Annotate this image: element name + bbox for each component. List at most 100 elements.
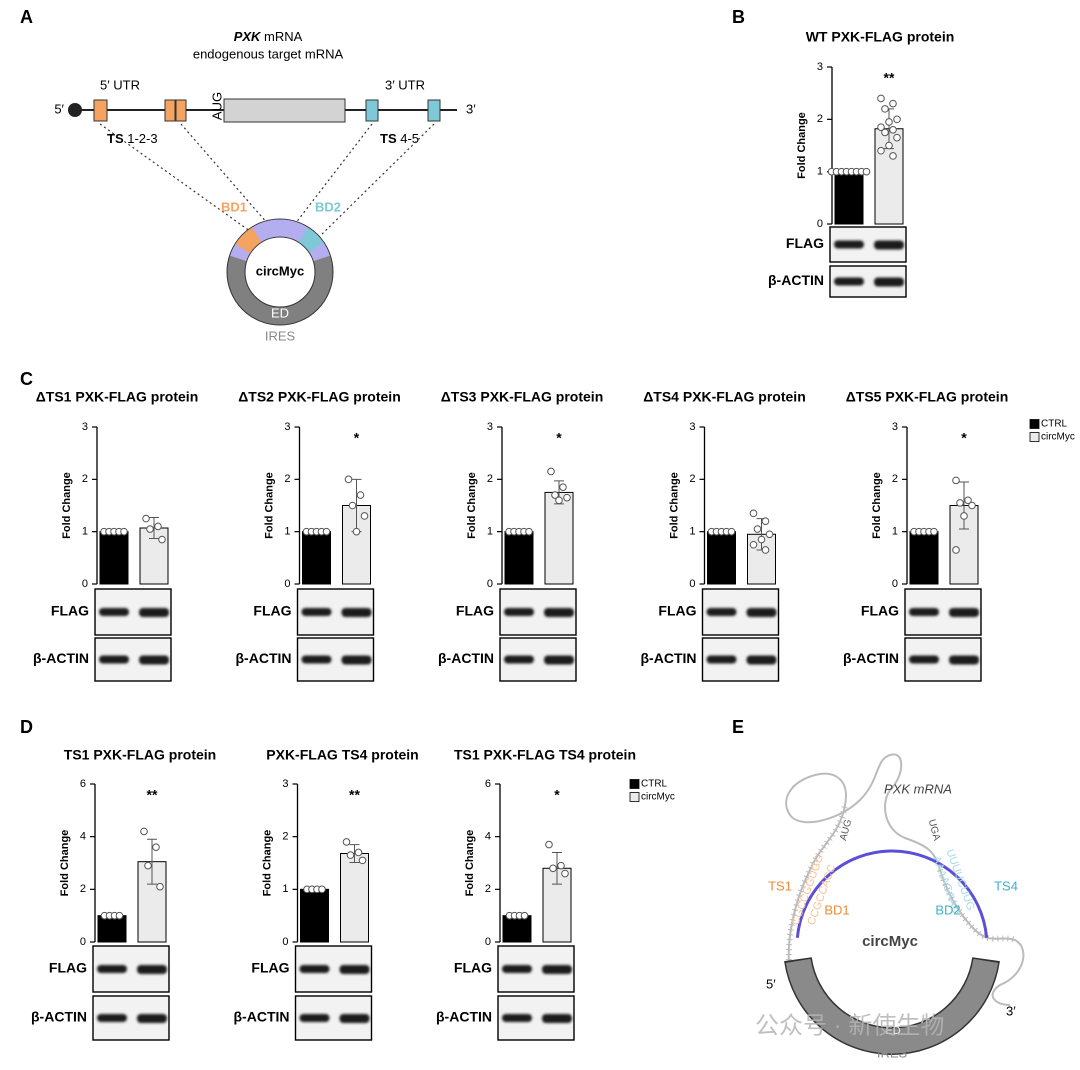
error-bar	[959, 481, 969, 530]
data-point	[344, 475, 353, 484]
blot-band	[97, 1014, 127, 1022]
ts-label: TS1	[768, 878, 792, 893]
data-point	[561, 869, 569, 878]
y-axis-label: Fold Change	[261, 830, 273, 897]
y-axis-label: Fold Change	[263, 472, 275, 539]
target-site	[427, 99, 441, 122]
chart-title: PXK-FLAG TS4 protein	[266, 747, 418, 763]
bar	[340, 853, 369, 943]
panel-label: A	[20, 7, 33, 27]
blot-band	[746, 608, 777, 617]
blot-label: β-ACTIN	[843, 650, 899, 666]
data-point	[964, 496, 972, 505]
gene-name: PXK	[234, 29, 262, 44]
blot-band	[834, 277, 864, 286]
bar-chart: ΔTS1 PXK-FLAG protein 0 1 2 3 Fold Change FLAG…	[33, 389, 198, 682]
data-point	[563, 493, 571, 502]
ts-numbers: 1-2-3	[124, 131, 158, 146]
bd-label: BD2	[315, 199, 341, 214]
y-tick-label: 0	[82, 578, 88, 590]
y-tick-label: 0	[689, 578, 695, 590]
data-point	[952, 476, 960, 485]
end-label: 5′	[766, 976, 776, 991]
data-point	[749, 509, 758, 518]
blot-band	[502, 965, 532, 973]
y-tick-label: 2	[485, 883, 491, 895]
blot-band	[301, 608, 332, 616]
y-tick-label: 3	[817, 61, 823, 73]
panel-label: C	[20, 369, 33, 389]
error-bar	[149, 517, 159, 539]
diagram-a: PXK mRNA endogenous target mRNA 5′ UTR 3…	[54, 29, 476, 343]
y-axis-label: Fold Change	[464, 830, 476, 897]
y-tick-label: 2	[282, 831, 288, 843]
ts-bold: TS	[107, 131, 124, 146]
error-bar	[552, 851, 562, 885]
y-tick-label: 2	[817, 113, 823, 125]
blot-band	[341, 655, 372, 665]
bar-chart: ΔTS2 PXK-FLAG protein 0 1 2 3 Fold Change * FLA…	[236, 389, 401, 682]
data-point	[862, 167, 871, 176]
bar-chart: TS1 PXK-FLAG TS4 protein 0 2 4 6 Fold Change *…	[436, 747, 636, 1041]
data-point	[551, 491, 559, 499]
y-tick-label: 0	[487, 578, 493, 590]
bd-label: BD1	[221, 199, 247, 214]
ring-ed	[785, 958, 999, 1054]
y-tick-label: 1	[892, 526, 898, 538]
ts-numbers: 4-5	[397, 131, 419, 146]
significance: *	[556, 430, 562, 446]
bar	[302, 531, 331, 585]
chart-title: ΔTS4 PXK-FLAG protein	[643, 389, 806, 405]
bar-chart: ΔTS4 PXK-FLAG protein 0 1 2 3 Fold Change FLAG…	[641, 389, 806, 682]
y-tick-label: 0	[817, 218, 823, 230]
end-label: 5′	[54, 101, 64, 116]
legend-swatch	[1029, 419, 1040, 429]
data-point	[956, 499, 964, 507]
chart-title: ΔTS2 PXK-FLAG protein	[238, 389, 401, 405]
ires-label: IRES	[265, 328, 296, 343]
data-point	[557, 861, 565, 870]
legend-swatch	[1029, 432, 1040, 442]
blot-band	[542, 1014, 572, 1023]
blot-label: FLAG	[454, 960, 492, 976]
data-point	[356, 491, 365, 499]
blot-band	[706, 655, 737, 664]
ts-bold: TS	[380, 131, 397, 146]
panel-label: E	[732, 717, 744, 737]
ring-bd1	[235, 227, 262, 254]
cap	[68, 103, 82, 117]
data-point	[354, 848, 363, 857]
data-point	[753, 525, 762, 533]
y-tick-label: 0	[282, 936, 288, 948]
bar	[97, 915, 127, 943]
ring-bd2	[298, 227, 324, 253]
blot-band	[502, 1014, 532, 1022]
data-point	[727, 527, 736, 536]
blot-label: β-ACTIN	[641, 650, 697, 666]
data-point	[152, 843, 160, 852]
blot-band	[139, 655, 169, 665]
ts-label: TS 4-5	[380, 131, 419, 146]
chart-title: ΔTS3 PXK-FLAG protein	[441, 389, 604, 405]
significance: *	[961, 430, 967, 446]
cds	[223, 98, 346, 123]
blot-band	[874, 240, 904, 250]
data-point	[520, 911, 529, 920]
ires-label: IRES	[877, 1045, 908, 1060]
legend-label: circMyc	[1041, 432, 1075, 443]
y-tick-label: 2	[80, 883, 86, 895]
blot-band	[949, 608, 979, 617]
y-tick-label: 4	[485, 831, 491, 843]
data-point	[893, 133, 901, 142]
blot-label: β-ACTIN	[438, 650, 494, 666]
data-point	[765, 530, 774, 539]
data-point	[525, 527, 533, 536]
data-point	[893, 115, 901, 124]
y-tick-label: 6	[485, 778, 491, 790]
data-point	[877, 123, 885, 131]
data-point	[360, 512, 369, 520]
blot-label: FLAG	[251, 960, 289, 976]
legend-label: CTRL	[641, 779, 668, 790]
blot-band	[339, 965, 370, 974]
mrna-label: PXK mRNA	[884, 781, 952, 796]
